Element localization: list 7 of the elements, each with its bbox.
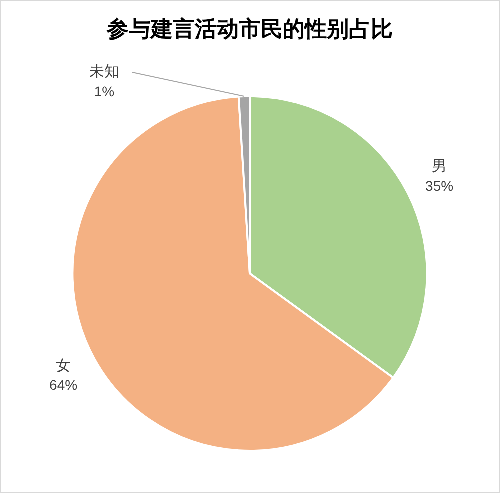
data-label: 1% — [94, 83, 115, 100]
slice-label: 女 — [56, 357, 72, 374]
data-label: 64% — [50, 377, 78, 394]
slice-label: 男 — [432, 158, 448, 176]
data-label: 35% — [426, 178, 454, 194]
chart-title: 参与建言活动市民的性别占比 — [106, 16, 393, 42]
slice-label: 未知 — [89, 64, 120, 81]
